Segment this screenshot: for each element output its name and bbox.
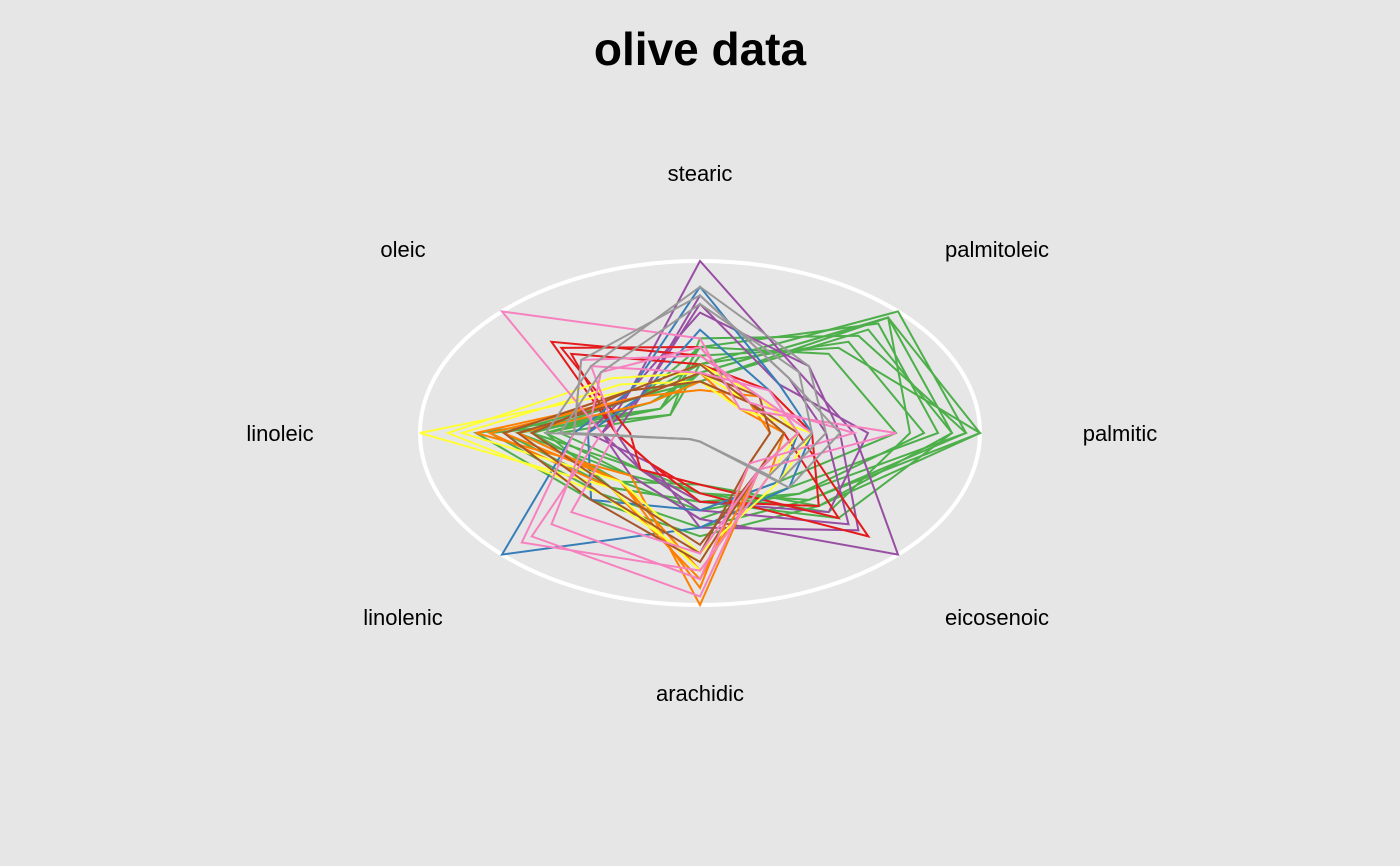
series-5-line-2 [458,380,814,555]
axis-label-stearic: stearic [668,161,733,186]
chart-title: olive data [593,23,807,75]
axis-label-palmitoleic: palmitoleic [945,237,1049,262]
series-7-line-0 [499,310,897,598]
axis-label-arachidic: arachidic [656,681,744,706]
axis-label-eicosenoic: eicosenoic [945,605,1049,630]
series-layer [419,259,983,608]
axis-label-oleic: oleic [380,237,425,262]
axis-label-linoleic: linoleic [246,421,313,446]
series-6-line-1 [515,371,772,555]
series-8-line-2 [572,294,842,489]
axis-label-palmitic: palmitic [1083,421,1158,446]
axis-label-linolenic: linolenic [363,605,443,630]
series-8-line-1 [558,302,814,477]
axis-labels: palmitic palmitoleic stearic oleic linoleic l… [246,161,1157,706]
series-6-line-0 [501,363,786,564]
series-7-line-3 [569,365,800,555]
